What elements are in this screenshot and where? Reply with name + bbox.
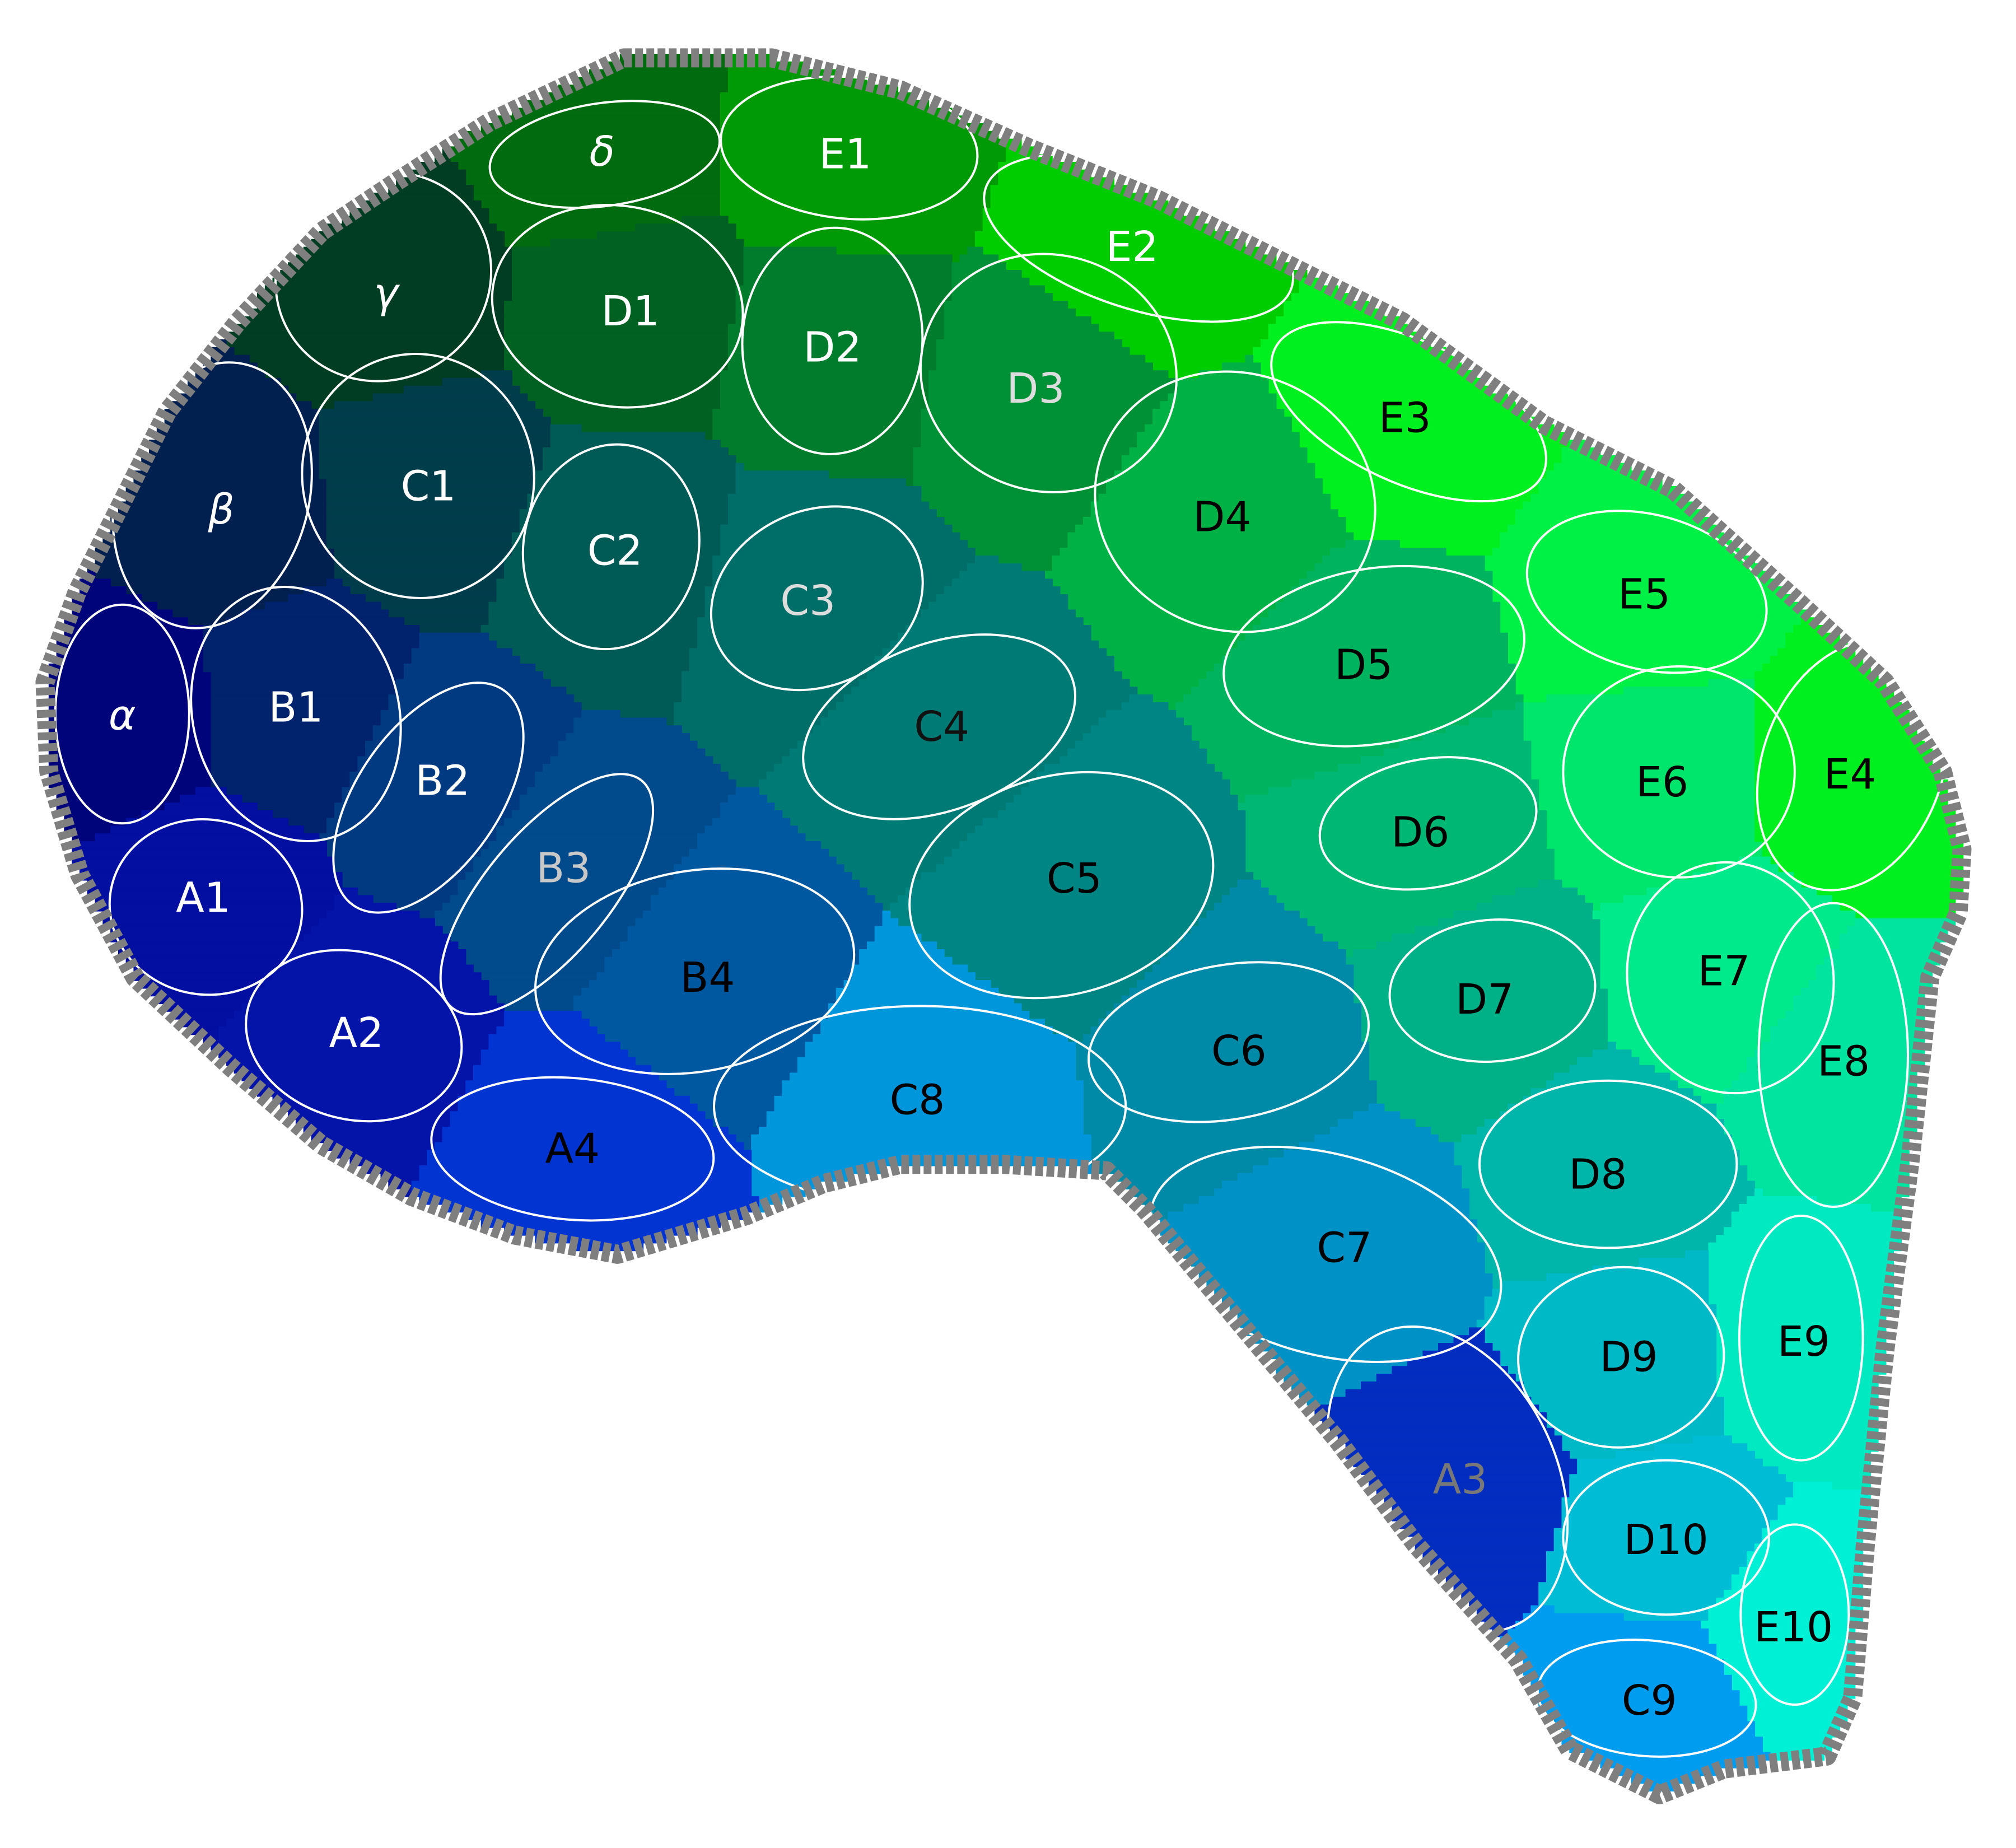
barrel-outline-D6 bbox=[1318, 756, 1538, 891]
region-label-D10: D10 bbox=[1624, 1516, 1709, 1564]
region-label-D4: D4 bbox=[1193, 493, 1251, 542]
barrel-outline-β bbox=[111, 361, 313, 629]
outer-boundary bbox=[35, 48, 1972, 1804]
barrel-outline-D7 bbox=[1388, 918, 1597, 1063]
region-label-A3: A3 bbox=[1433, 1455, 1488, 1504]
region-label-A4: A4 bbox=[545, 1125, 600, 1173]
region-label-D8: D8 bbox=[1569, 1151, 1627, 1199]
region-label-E9: E9 bbox=[1777, 1318, 1830, 1366]
region-label-C8: C8 bbox=[890, 1076, 945, 1124]
territory-A4 bbox=[411, 1011, 759, 1252]
barrel-outline-D8 bbox=[1478, 1079, 1738, 1249]
barrel-outline-D1 bbox=[491, 204, 744, 409]
region-label-γ: γ bbox=[374, 269, 400, 318]
region-label-C1: C1 bbox=[401, 462, 456, 510]
barrel-outline-E9 bbox=[1738, 1215, 1864, 1462]
barrel-outline-D3 bbox=[919, 253, 1178, 493]
barrel-outline-D10 bbox=[1562, 1459, 1770, 1616]
region-label-C7: C7 bbox=[1317, 1224, 1372, 1272]
barrel-outline-E1 bbox=[720, 75, 979, 221]
barrel-outline-B3 bbox=[439, 773, 655, 1016]
region-label-E3: E3 bbox=[1379, 394, 1431, 442]
region-label-C6: C6 bbox=[1211, 1027, 1267, 1075]
barrel-outline-E10 bbox=[1739, 1523, 1850, 1706]
region-label-E8: E8 bbox=[1817, 1037, 1870, 1085]
barrel-outline-C5 bbox=[908, 771, 1215, 1000]
barrel-outline-A4 bbox=[430, 1076, 715, 1222]
region-label-D9: D9 bbox=[1599, 1333, 1658, 1382]
region-label-E5: E5 bbox=[1618, 570, 1670, 618]
barrel-outline-C6 bbox=[1087, 961, 1370, 1123]
region-label-C4: C4 bbox=[914, 703, 969, 751]
barrel-outline-C4 bbox=[802, 633, 1076, 820]
region-label-C2: C2 bbox=[587, 526, 643, 575]
region-label-C5: C5 bbox=[1047, 855, 1102, 903]
barrel-outline-C2 bbox=[521, 443, 701, 651]
barrel-outline-E5 bbox=[1525, 510, 1768, 674]
region-label-E4: E4 bbox=[1824, 750, 1877, 799]
region-label-B2: B2 bbox=[415, 757, 470, 805]
region-label-E6: E6 bbox=[1636, 758, 1688, 806]
region-label-E10: E10 bbox=[1754, 1603, 1833, 1651]
region-label-B1: B1 bbox=[268, 684, 323, 732]
region-label-A1: A1 bbox=[176, 874, 231, 922]
region-label-α: α bbox=[109, 691, 136, 739]
region-label-D5: D5 bbox=[1334, 641, 1393, 689]
barrel-outline-E4 bbox=[1756, 640, 1949, 892]
barrel-outline-E7 bbox=[1626, 861, 1835, 1095]
barrel-outline-D9 bbox=[1517, 1266, 1725, 1449]
region-label-C3: C3 bbox=[780, 577, 836, 625]
barrel-outline-C1 bbox=[301, 353, 535, 599]
region-label-E2: E2 bbox=[1106, 223, 1159, 271]
barrel-outline-B1 bbox=[190, 586, 402, 842]
region-label-E1: E1 bbox=[819, 130, 871, 179]
barrel-outline-E8 bbox=[1757, 902, 1910, 1208]
barrel-outline-E6 bbox=[1562, 665, 1796, 879]
barrel-outline-γ bbox=[274, 171, 493, 382]
barrel-outline-A3 bbox=[1326, 1325, 1569, 1634]
barrel-outline-layer bbox=[54, 75, 1949, 1758]
region-label-D1: D1 bbox=[601, 287, 660, 335]
region-label-D2: D2 bbox=[803, 323, 861, 371]
region-label-D7: D7 bbox=[1455, 976, 1514, 1024]
barrel-outline-B2 bbox=[332, 682, 525, 914]
barrel-outline-A1 bbox=[108, 818, 304, 996]
barrel-outline-E2 bbox=[983, 153, 1295, 323]
region-label-E7: E7 bbox=[1698, 948, 1751, 996]
region-label-B4: B4 bbox=[680, 954, 735, 1002]
region-label-D6: D6 bbox=[1391, 808, 1449, 856]
region-label-D3: D3 bbox=[1006, 365, 1065, 413]
barrel-outline-D5 bbox=[1222, 564, 1525, 748]
region-label-B3: B3 bbox=[536, 844, 591, 893]
region-label-δ: δ bbox=[590, 128, 615, 176]
territory-C8 bbox=[751, 911, 1091, 1213]
region-label-β: β bbox=[207, 486, 234, 534]
barrel-outline-A2 bbox=[245, 949, 463, 1123]
label-layer: δ E1 E2 γ D1 D2 D3 E3 β C1 C2 C3 D4 E5 α B1 B2 C4 D5 E6 E4 B3… bbox=[109, 128, 1877, 1725]
barrel-outline-C8 bbox=[713, 1005, 1127, 1208]
barrel-outline-D4 bbox=[1094, 370, 1376, 633]
barrel-outline-B4 bbox=[534, 867, 856, 1075]
region-label-A2: A2 bbox=[329, 1009, 384, 1057]
region-label-C9: C9 bbox=[1622, 1677, 1677, 1725]
